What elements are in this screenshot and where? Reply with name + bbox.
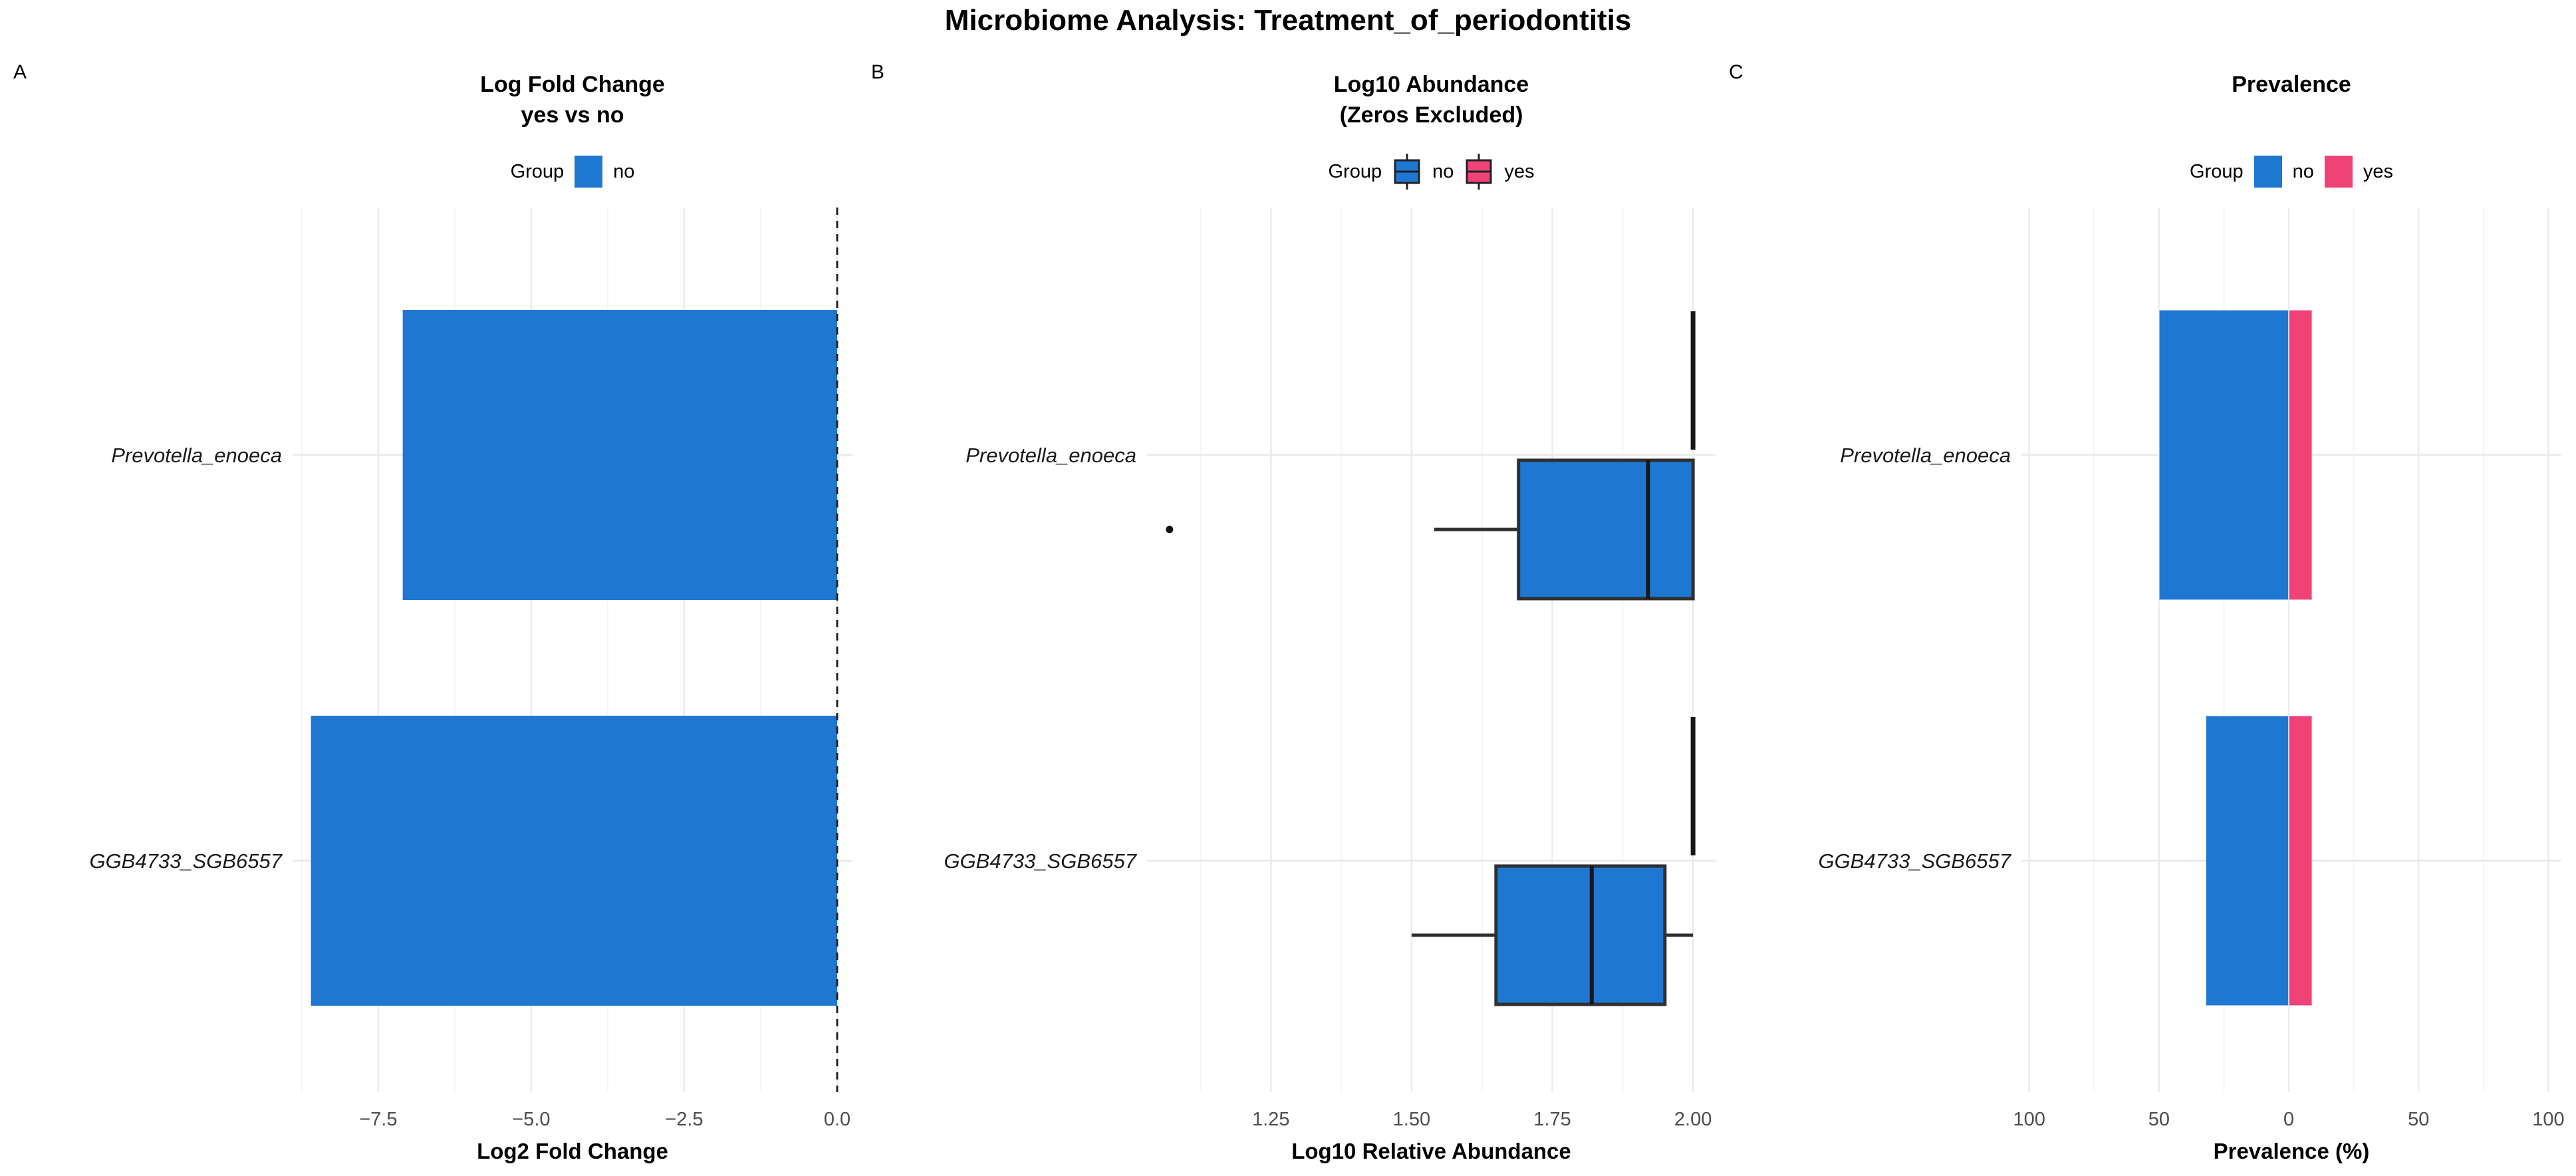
- legend-item-label: no: [2292, 160, 2314, 182]
- bar-no: [2158, 309, 2290, 601]
- x-axis-title: Log10 Relative Abundance: [1291, 1139, 1571, 1163]
- x-tick-label: 50: [2148, 1109, 2170, 1130]
- panel-title-a: Log Fold Change yes vs no: [293, 69, 852, 130]
- legend-title: Group: [2189, 160, 2244, 182]
- x-axis-title: Prevalence (%): [2214, 1139, 2370, 1163]
- bar: [311, 716, 837, 1006]
- species-label: GGB4733_SGB6557: [89, 849, 283, 873]
- x-tick-label: 50: [2408, 1109, 2429, 1130]
- legend-key-boxplot: [1394, 154, 1420, 190]
- figure-title: Microbiome Analysis: Treatment_of_period…: [944, 4, 1632, 37]
- x-axis-title: Log2 Fold Change: [477, 1139, 668, 1163]
- panel-tag-b: B: [871, 61, 885, 83]
- legend-item-label: yes: [2363, 160, 2393, 182]
- x-tick-label: −7.5: [359, 1109, 397, 1130]
- species-label: Prevotella_enoeca: [111, 444, 282, 467]
- panel-title-a-line1: Log Fold Change: [480, 72, 665, 97]
- x-tick-label: 0: [2283, 1109, 2294, 1130]
- panel-title-c: Prevalence: [2021, 69, 2561, 100]
- x-tick-label: 2.00: [1674, 1109, 1712, 1130]
- x-tick-label: 100: [2013, 1109, 2045, 1130]
- x-tick-label: −5.0: [512, 1109, 550, 1130]
- legend-key-boxplot: [1466, 154, 1492, 190]
- bar-no: [2205, 715, 2290, 1006]
- x-tick-label: 0.0: [824, 1109, 850, 1130]
- species-label: GGB4733_SGB6557: [944, 849, 1137, 873]
- species-label: GGB4733_SGB6557: [1818, 849, 2011, 873]
- outlier-point: [1166, 525, 1174, 533]
- x-tick-label: −2.5: [665, 1109, 703, 1130]
- species-label: Prevotella_enoeca: [966, 444, 1136, 467]
- box-no: [1494, 864, 1667, 1006]
- legend-title: Group: [510, 160, 565, 182]
- legend-item-label: no: [613, 160, 635, 182]
- box-no: [1517, 458, 1695, 601]
- legend-key-swatch: [2254, 156, 2282, 188]
- panel-title-b-line1: Log10 Abundance: [1333, 72, 1529, 97]
- legend-b: Group no yes: [1147, 150, 1716, 193]
- bar: [402, 310, 837, 600]
- legend-key-swatch: [2324, 156, 2353, 188]
- panel-title-b-line2: (Zeros Excluded): [1339, 102, 1523, 128]
- legend-a: Group no: [293, 150, 852, 193]
- species-label: Prevotella_enoeca: [1840, 444, 2011, 467]
- legend-c: Group no yes: [2021, 150, 2561, 193]
- panel-tag-a: A: [13, 61, 27, 83]
- legend-title: Group: [1328, 160, 1382, 182]
- legend-item-label: no: [1432, 160, 1454, 182]
- x-tick-label: 1.50: [1393, 1109, 1430, 1130]
- panel-title-b: Log10 Abundance (Zeros Excluded): [1147, 69, 1716, 130]
- bar-yes: [2288, 309, 2313, 601]
- x-tick-label: 1.75: [1533, 1109, 1571, 1130]
- x-tick-label: 100: [2532, 1109, 2564, 1130]
- panel-title-c-line1: Prevalence: [2232, 72, 2351, 97]
- legend-key-swatch: [575, 156, 603, 188]
- x-tick-label: 1.25: [1252, 1109, 1289, 1130]
- legend-item-label: yes: [1504, 160, 1535, 182]
- panel-tag-c: C: [1729, 61, 1743, 83]
- bar-yes: [2288, 715, 2313, 1006]
- panel-title-a-line2: yes vs no: [521, 102, 624, 128]
